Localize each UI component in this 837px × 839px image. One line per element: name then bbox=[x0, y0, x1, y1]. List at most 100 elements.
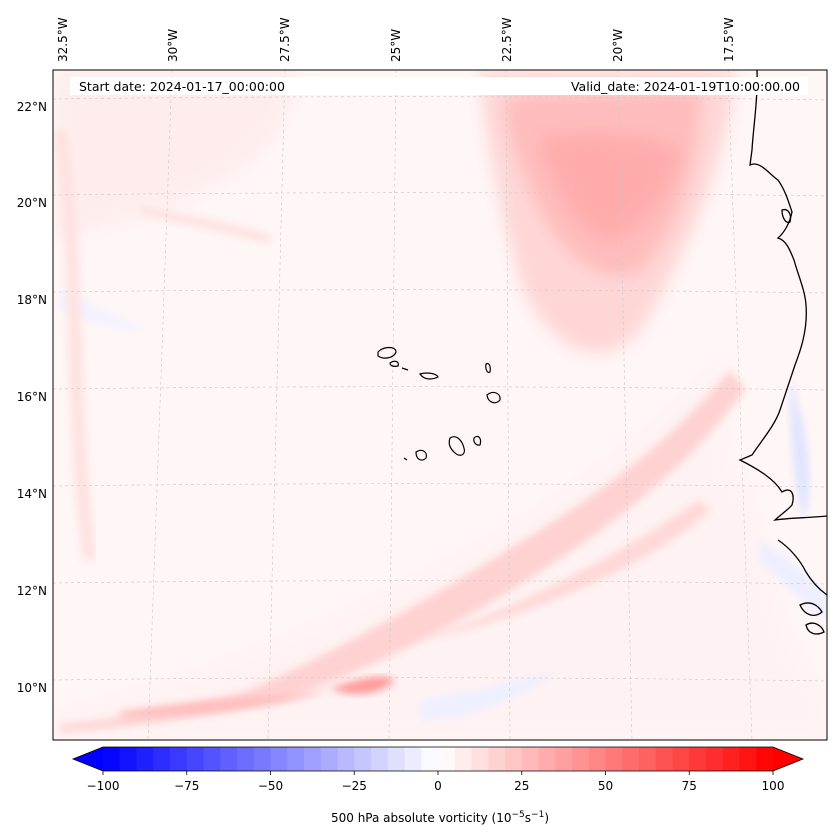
lat-label-12n: 12°N bbox=[17, 584, 47, 598]
lat-label-18n: 18°N bbox=[17, 293, 47, 307]
parallel-20n bbox=[53, 192, 827, 197]
island-maio bbox=[473, 435, 482, 446]
negative-vorticity-coast bbox=[790, 380, 810, 520]
coastline-mainland bbox=[738, 70, 827, 521]
colorbar-segment bbox=[639, 747, 657, 771]
colorbar-segment bbox=[203, 747, 221, 771]
island-sao-nicolau bbox=[419, 372, 439, 380]
colorbar-segment bbox=[371, 747, 389, 771]
colorbar-label: 500 hPa absolute vorticity (10−5s−1) bbox=[331, 810, 549, 825]
island-santiago bbox=[448, 436, 465, 456]
colorbar-segment bbox=[739, 747, 757, 771]
colorbar-segment bbox=[672, 747, 690, 771]
parallel-22n bbox=[53, 96, 827, 101]
colorbar-segment bbox=[387, 747, 405, 771]
vorticity-streak-west bbox=[53, 128, 97, 561]
lon-label-17-5w: 17.5°W bbox=[722, 17, 736, 62]
start-date-text: Start date: 2024-01-17_00:00:00 bbox=[79, 79, 285, 94]
coastlines bbox=[738, 70, 827, 635]
meridian-22-5w bbox=[505, 70, 511, 740]
lon-label-22-5w: 22.5°W bbox=[500, 17, 514, 62]
start-date-box bbox=[70, 77, 318, 95]
colorbar-segment bbox=[186, 747, 204, 771]
colorbar-segment bbox=[471, 747, 489, 771]
island-santa-luzia bbox=[401, 367, 409, 371]
lat-label-14n: 14°N bbox=[17, 487, 47, 501]
colorbar-tick-label: 25 bbox=[514, 779, 529, 793]
plot-frame bbox=[52, 69, 828, 741]
colorbar-segment bbox=[572, 747, 590, 771]
coastline-island-bijagos-2 bbox=[805, 622, 825, 635]
meridian-30w bbox=[147, 70, 173, 740]
vorticity-band-southwest-core bbox=[330, 676, 395, 695]
cape-verde-islands bbox=[377, 346, 501, 461]
colorbar-segment bbox=[605, 747, 623, 771]
colorbar-segment bbox=[354, 747, 372, 771]
colorbar-tick-label: 0 bbox=[434, 779, 442, 793]
colorbar-segment bbox=[320, 747, 338, 771]
parallel-18n bbox=[53, 289, 827, 294]
colorbar-segment bbox=[756, 747, 774, 771]
colorbar-segment bbox=[706, 747, 724, 771]
colorbar-segment bbox=[253, 747, 271, 771]
colorbar-tick-label: −50 bbox=[258, 779, 283, 793]
colorbar-segment bbox=[438, 747, 456, 771]
negative-vorticity-south bbox=[420, 670, 560, 720]
graticule bbox=[53, 70, 827, 740]
coastline-guinea-bissau bbox=[777, 539, 827, 596]
vorticity-max-north-core bbox=[540, 133, 680, 240]
colorbar-ticks: −100 −75 −50 −25 0 25 50 75 100 bbox=[87, 771, 785, 793]
meridian-25w bbox=[388, 70, 397, 740]
parallel-14n bbox=[53, 483, 827, 488]
meridian-17-5w bbox=[727, 70, 753, 740]
colorbar-segment bbox=[220, 747, 238, 771]
vorticity-streak-central bbox=[139, 205, 272, 245]
colorbar-tick-label: 100 bbox=[762, 779, 785, 793]
vorticity-band-south-faint bbox=[53, 360, 827, 740]
lon-label-32-5w: 32.5°W bbox=[56, 17, 70, 62]
colorbar-tick-label: 75 bbox=[682, 779, 697, 793]
lat-label-20n: 20°N bbox=[17, 196, 47, 210]
colorbar-segment bbox=[170, 747, 188, 771]
meridian-27-5w bbox=[267, 70, 286, 740]
colorbar-segment bbox=[521, 747, 539, 771]
colorbar-min-extension bbox=[73, 747, 103, 771]
lat-label-10n: 10°N bbox=[17, 681, 47, 695]
parallel-10n bbox=[53, 677, 827, 682]
colorbar-tick-label: 50 bbox=[598, 779, 613, 793]
colorbar-segment bbox=[237, 747, 255, 771]
colorbar-segment bbox=[655, 747, 673, 771]
colorbar-segment bbox=[622, 747, 640, 771]
vorticity-band-east bbox=[400, 500, 710, 640]
island-brava bbox=[403, 457, 408, 461]
island-fogo bbox=[415, 449, 427, 461]
island-sal bbox=[485, 362, 491, 374]
colorbar-segment bbox=[722, 747, 740, 771]
lon-label-20w: 20°W bbox=[611, 29, 625, 62]
valid-date-text: Valid_date: 2024-01-19T10:00:00.00 bbox=[571, 79, 800, 94]
colorbar-segment bbox=[404, 747, 422, 771]
coastline-island-bijagos bbox=[799, 602, 823, 616]
colorbar-segments bbox=[103, 747, 774, 771]
coastline-island-arguin bbox=[781, 208, 792, 224]
colorbar-segment bbox=[538, 747, 556, 771]
vorticity-field bbox=[53, 70, 827, 740]
colorbar-segment bbox=[153, 747, 171, 771]
valid-date-box bbox=[318, 77, 808, 95]
colorbar-max-extension bbox=[773, 747, 803, 771]
colorbar-segment bbox=[270, 747, 288, 771]
colorbar-segment bbox=[505, 747, 523, 771]
colorbar-segment bbox=[119, 747, 137, 771]
colorbar-segment bbox=[136, 747, 154, 771]
colorbar-tick-label: −25 bbox=[342, 779, 367, 793]
colorbar-segment bbox=[588, 747, 606, 771]
lon-label-25w: 25°W bbox=[389, 29, 403, 62]
colorbar-segment bbox=[689, 747, 707, 771]
parallel-12n bbox=[53, 580, 827, 585]
vorticity-band-nw bbox=[53, 70, 300, 240]
colorbar-segment bbox=[488, 747, 506, 771]
parallel-16n bbox=[53, 386, 827, 391]
vorticity-band-southwest-mid bbox=[120, 690, 330, 718]
island-boa-vista bbox=[486, 391, 501, 404]
